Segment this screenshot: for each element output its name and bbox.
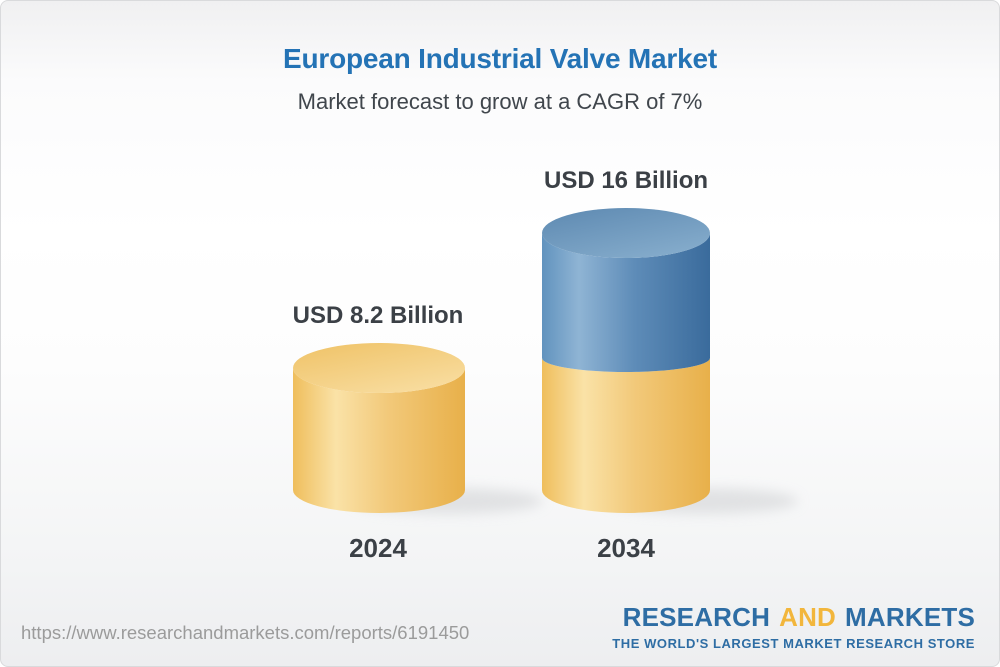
year-label-2024: 2024 [349, 533, 407, 563]
bar-2034-growth-segment [542, 233, 710, 372]
bar-2024-body [293, 368, 465, 513]
bar-2034-base-segment [542, 358, 710, 513]
page-title: European Industrial Valve Market [283, 43, 717, 74]
page-subtitle: Market forecast to grow at a CAGR of 7% [297, 89, 703, 114]
brand-word-and: AND [779, 602, 837, 632]
year-label-2034: 2034 [597, 533, 655, 563]
bar-2024-top [293, 343, 465, 393]
brand-tagline: THE WORLD'S LARGEST MARKET RESEARCH STOR… [612, 636, 975, 651]
bar-2024 [293, 343, 465, 513]
value-label-2024: USD 8.2 Billion [292, 302, 464, 329]
bar-2034-top [542, 208, 710, 258]
brand-wordmark: RESEARCH AND MARKETS [623, 602, 975, 633]
report-url: https://www.researchandmarkets.com/repor… [21, 622, 470, 643]
value-label-2034: USD 16 Billion [543, 167, 709, 194]
brand-word-markets: MARKETS [845, 602, 975, 632]
brand-logo: RESEARCH AND MARKETS THE WORLD'S LARGEST… [612, 602, 975, 651]
brand-word-research: RESEARCH [622, 602, 771, 632]
bar-2034 [542, 208, 710, 513]
